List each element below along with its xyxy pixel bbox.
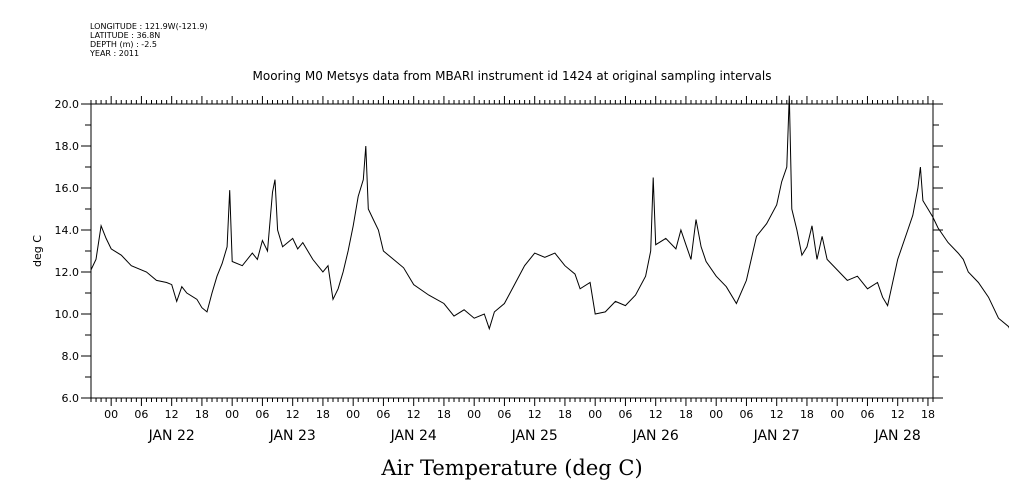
x-tick-label: 12 xyxy=(891,408,905,421)
year-text: YEAR : 2011 xyxy=(89,49,139,58)
x-tick-label: 18 xyxy=(195,408,209,421)
axis-ticks xyxy=(81,96,943,406)
x-axis-label: Air Temperature (deg C) xyxy=(380,456,642,480)
y-tick-label: 16.0 xyxy=(55,182,80,195)
x-tick-label: 06 xyxy=(618,408,632,421)
x-tick-label: 00 xyxy=(104,408,118,421)
x-tick-label: 18 xyxy=(316,408,330,421)
x-tick-label: 06 xyxy=(860,408,874,421)
day-label: JAN 25 xyxy=(511,428,558,444)
x-tick-label: 18 xyxy=(558,408,572,421)
y-tick-label: 6.0 xyxy=(62,392,80,405)
x-tick-label: 12 xyxy=(407,408,421,421)
x-tick-label: 18 xyxy=(921,408,935,421)
x-tick-label: 00 xyxy=(588,408,602,421)
x-tick-label: 06 xyxy=(134,408,148,421)
x-tick-label: 18 xyxy=(800,408,814,421)
x-tick-label: 00 xyxy=(346,408,360,421)
day-label: JAN 24 xyxy=(390,428,437,444)
day-label: JAN 28 xyxy=(874,428,921,444)
x-tick-label: 18 xyxy=(437,408,451,421)
x-tick-label: 00 xyxy=(467,408,481,421)
y-axis-label: deg C xyxy=(31,235,44,267)
day-label: JAN 23 xyxy=(269,428,316,444)
plot-frame xyxy=(90,103,934,399)
x-tick-label: 06 xyxy=(497,408,511,421)
x-tick-label: 12 xyxy=(528,408,542,421)
x-tick-label: 06 xyxy=(739,408,753,421)
x-tick-label: 12 xyxy=(165,408,179,421)
latitude-text: LATITUDE : 36.8N xyxy=(90,31,160,40)
x-tick-label: 06 xyxy=(376,408,390,421)
depth-text: DEPTH (m) : -2.5 xyxy=(90,40,157,49)
y-tick-label: 18.0 xyxy=(55,140,80,153)
day-label: JAN 22 xyxy=(148,428,195,444)
y-tick-label: 12.0 xyxy=(55,266,80,279)
y-tick-label: 10.0 xyxy=(55,308,80,321)
x-tick-label: 18 xyxy=(679,408,693,421)
longitude-text: LONGITUDE : 121.9W(-121.9) xyxy=(90,22,208,31)
chart-title: Mooring M0 Metsys data from MBARI instru… xyxy=(253,69,772,83)
x-tick-label: 00 xyxy=(225,408,239,421)
x-tick-label: 12 xyxy=(649,408,663,421)
air-temperature-line xyxy=(90,95,1009,331)
x-tick-label: 06 xyxy=(255,408,269,421)
x-tick-label: 00 xyxy=(830,408,844,421)
day-label: JAN 26 xyxy=(632,428,679,444)
x-tick-label: 12 xyxy=(770,408,784,421)
y-tick-label: 8.0 xyxy=(62,350,80,363)
day-labels: JAN 22 JAN 23 JAN 24 JAN 25 JAN 26 JAN 27 JAN … xyxy=(148,428,921,444)
y-tick-labels: 6.0 8.0 10.0 12.0 14.0 16.0 18.0 20.0 xyxy=(55,98,80,405)
x-tick-labels: 00 06 12 18 00 06 12 18 00 06 12 18 00 06 12 18 00 06 12 18… xyxy=(104,408,935,421)
day-label: JAN 27 xyxy=(753,428,800,444)
x-tick-label: 00 xyxy=(709,408,723,421)
x-tick-label: 12 xyxy=(286,408,300,421)
y-tick-label: 14.0 xyxy=(55,224,80,237)
y-tick-label: 20.0 xyxy=(55,98,80,111)
